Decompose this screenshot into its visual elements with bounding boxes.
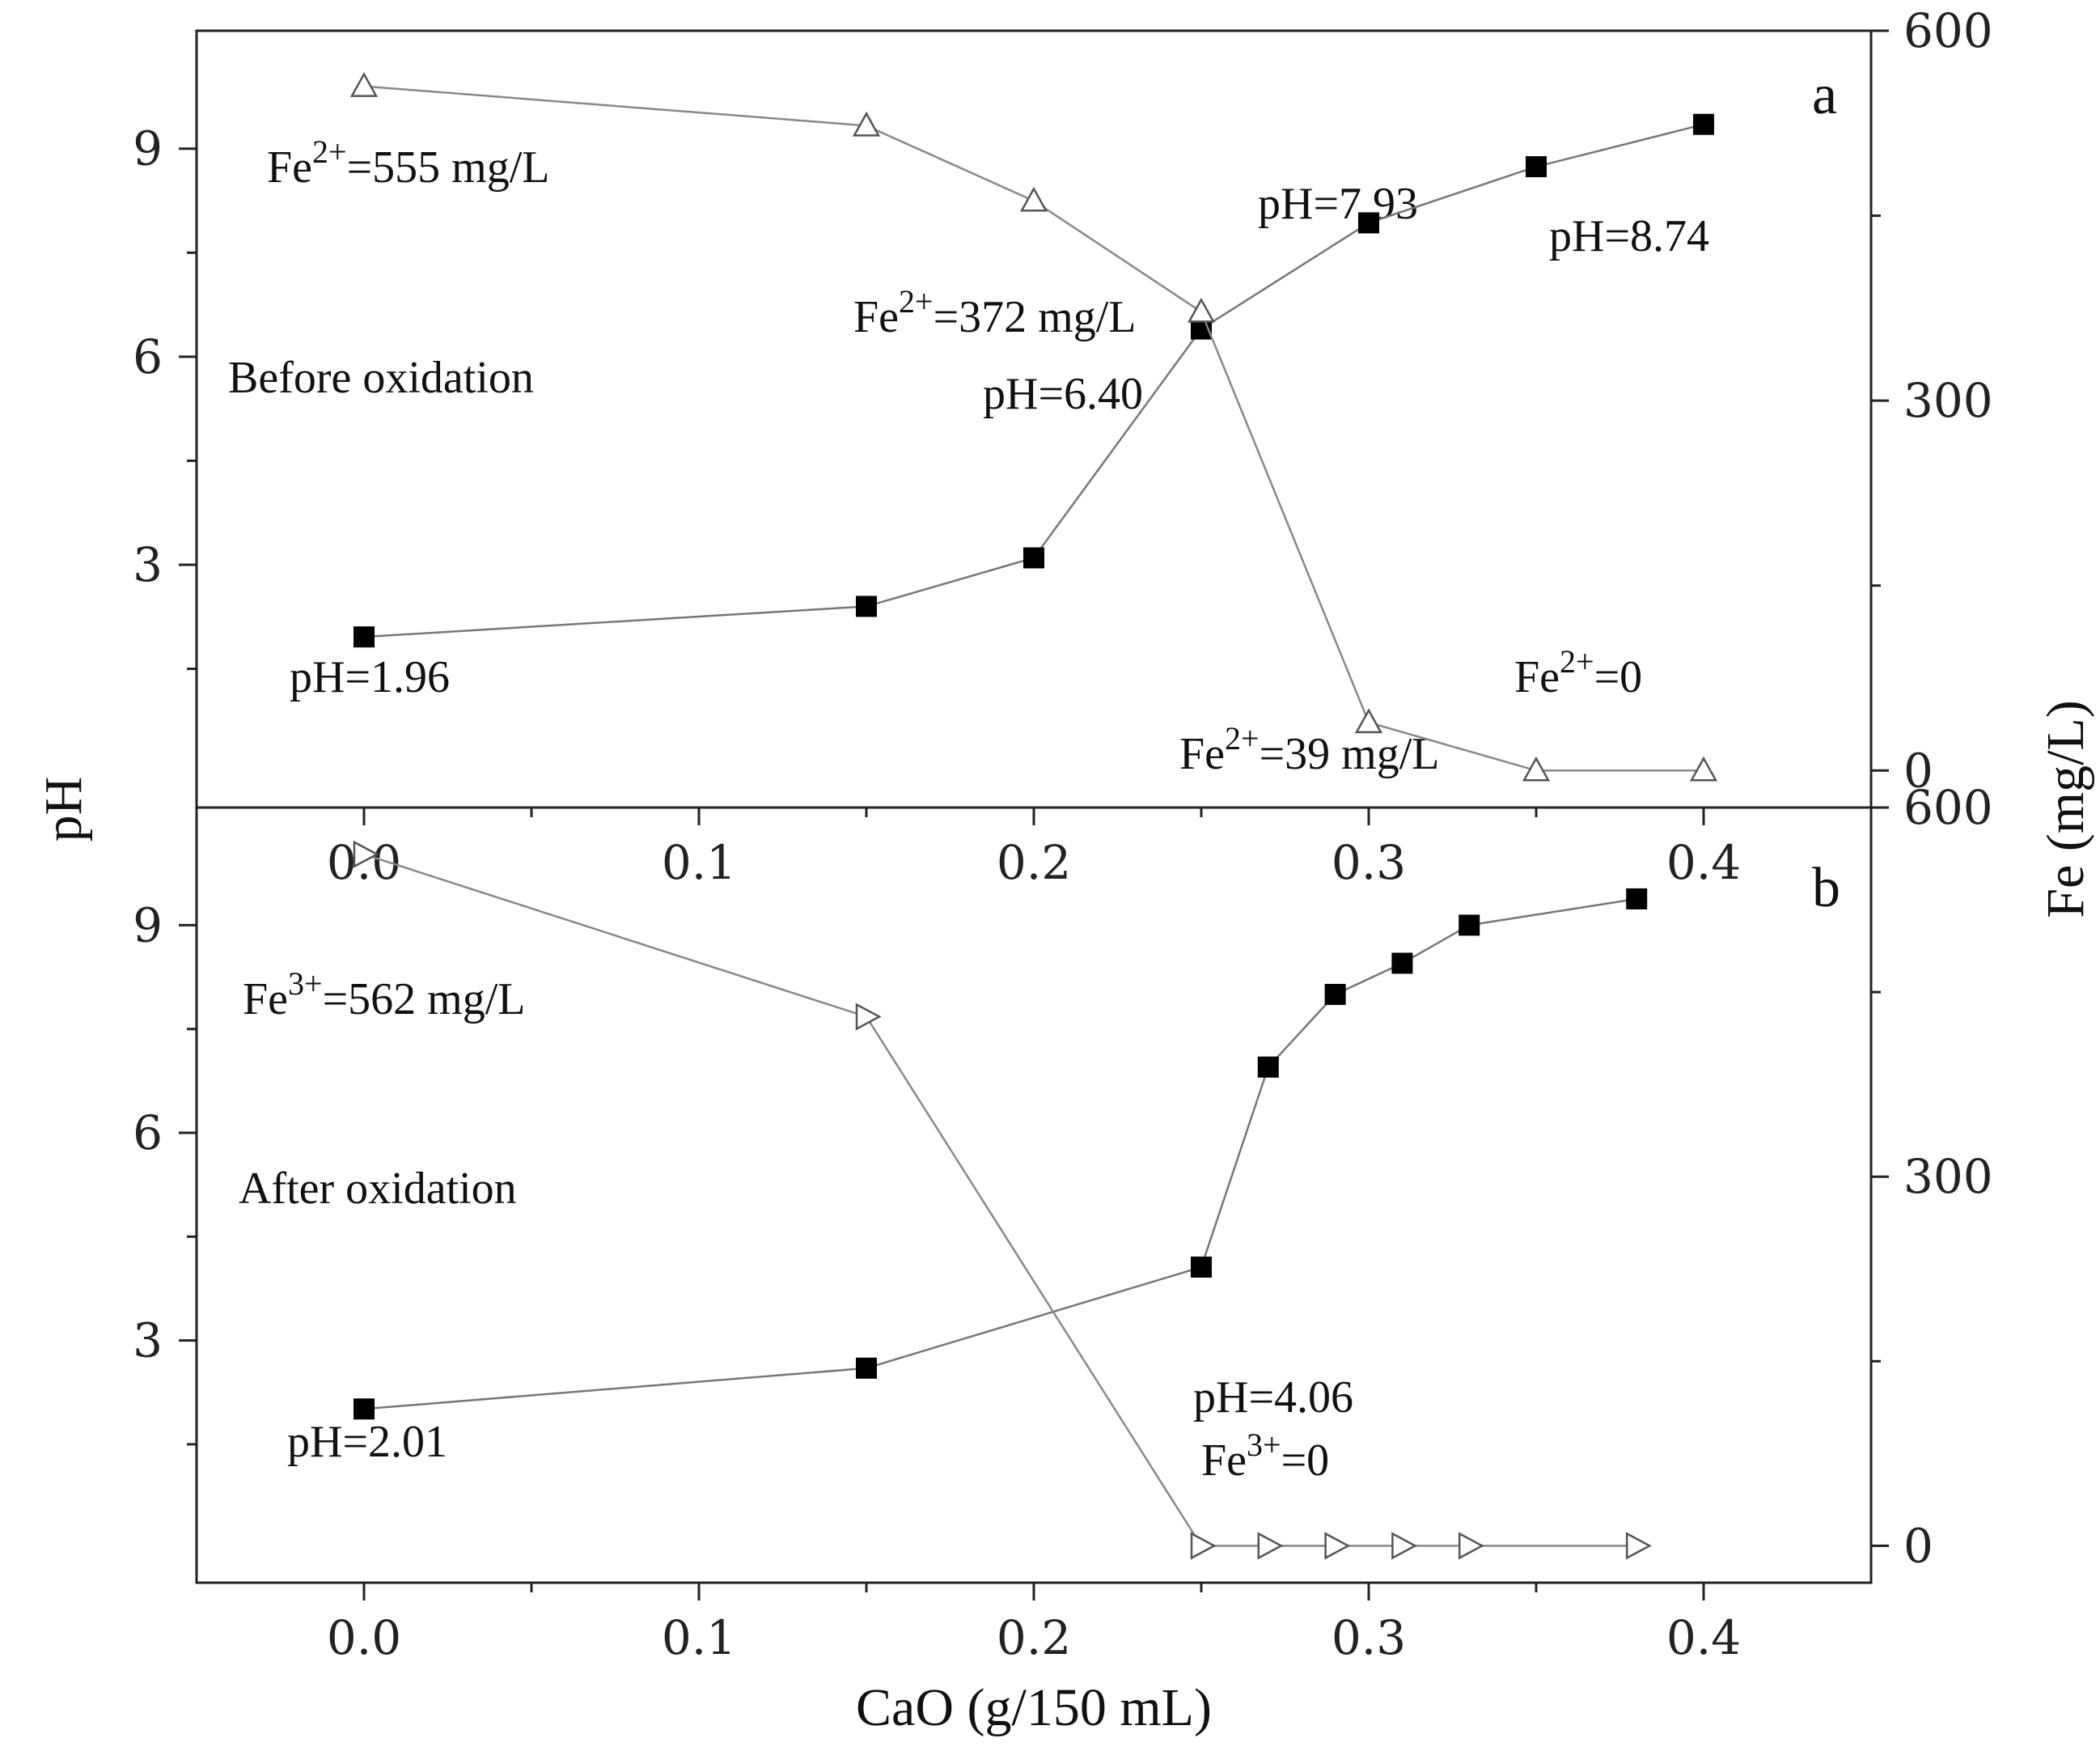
x-tick-label: 0.4 [1666,1610,1741,1665]
x-tick-label: 0.2 [997,1610,1071,1665]
ph-point [1626,888,1648,909]
ph-point [1391,952,1413,974]
annotation-ph-1-96: pH=1.96 [290,652,450,702]
annotation-fe2-0: Fe2+=0 [1514,643,1642,702]
ph-tick-label: 3 [133,1313,163,1368]
annotation-ph-2-01: pH=2.01 [287,1417,447,1467]
right-axis-title: Fe (mg/L) [2036,700,2095,918]
fe-point [353,840,379,868]
ph-point [856,596,877,617]
fe-tick-label: 600 [1903,3,1993,58]
annotation-fe3-562: Fe3+=562 mg/L [243,965,525,1024]
panel-b-note: After oxidation [239,1164,517,1214]
ph-tick-label: 9 [133,121,163,176]
annotation-ph-6-40: pH=6.40 [983,369,1143,419]
annotation-ph-4-06: pH=4.06 [1193,1372,1353,1422]
ph-tick-label: 3 [133,537,163,592]
fe-point [1187,297,1216,323]
x-tick-label: 0.3 [1332,1610,1406,1665]
fe-point [1625,1532,1652,1560]
annotation-ph-7-93: pH=7.93 [1258,179,1418,229]
annotation-fe2-372: Fe2+=372 mg/L [853,283,1136,342]
annotation-fe2-555: Fe2+=555 mg/L [267,134,549,193]
x-tick-label: 0.1 [662,835,736,890]
panel-b-label: b [1812,857,1840,919]
x-tick-label: 0.0 [327,1610,401,1665]
annotation-fe3-0: Fe3+=0 [1201,1427,1329,1486]
fe-point [1354,708,1383,734]
series-line-panel-b-fe [363,853,1637,1547]
fe-tick-label: 600 [1903,780,1993,835]
ph-point [1324,983,1346,1005]
fe-tick-label: 300 [1903,1149,1993,1204]
ph-point [354,1398,375,1420]
ph-point [1693,113,1714,135]
ph-point [1526,156,1547,177]
ph-point [1257,1056,1279,1078]
x-tick-label: 0.1 [662,1610,736,1665]
x-tick-label: 0.3 [1332,835,1406,890]
fe-point [1324,1532,1351,1560]
ph-tick-label: 6 [133,1105,163,1160]
annotation-fe2-39: Fe2+=39 mg/L [1179,720,1439,779]
ph-point [1023,547,1044,569]
fe-tick-label: 300 [1903,373,1993,428]
ph-point [1191,1256,1212,1278]
fe-point [852,111,881,137]
fe-point [1689,756,1718,782]
ph-tick-label: 6 [133,329,163,384]
fe-point [1257,1532,1284,1560]
fe-point [1019,186,1048,212]
fe-point [1391,1532,1418,1560]
panel-a-note: Before oxidation [228,353,534,403]
fe-tick-label: 0 [1903,743,1933,798]
fe-point [855,1003,882,1031]
ph-point [1459,914,1480,936]
x-tick-label: 0.4 [1666,835,1741,890]
ph-point [1358,212,1379,234]
ph-point [354,626,375,648]
fe-point [1458,1532,1484,1560]
fe-point [1190,1532,1217,1560]
ph-tick-label: 9 [133,897,163,952]
x-tick-label: 0.2 [997,835,1071,890]
x-axis-title: CaO (g/150 mL) [856,1678,1212,1737]
fe-point [1522,756,1551,782]
fe-point [349,71,379,97]
annotation-ph-8-74: pH=8.74 [1549,211,1709,261]
fe-tick-label: 0 [1903,1518,1933,1573]
series-line-panel-b-ph [363,897,1637,1410]
panel-a-label: a [1812,64,1837,126]
ph-point [856,1357,877,1379]
left-axis-title: pH [34,777,93,842]
